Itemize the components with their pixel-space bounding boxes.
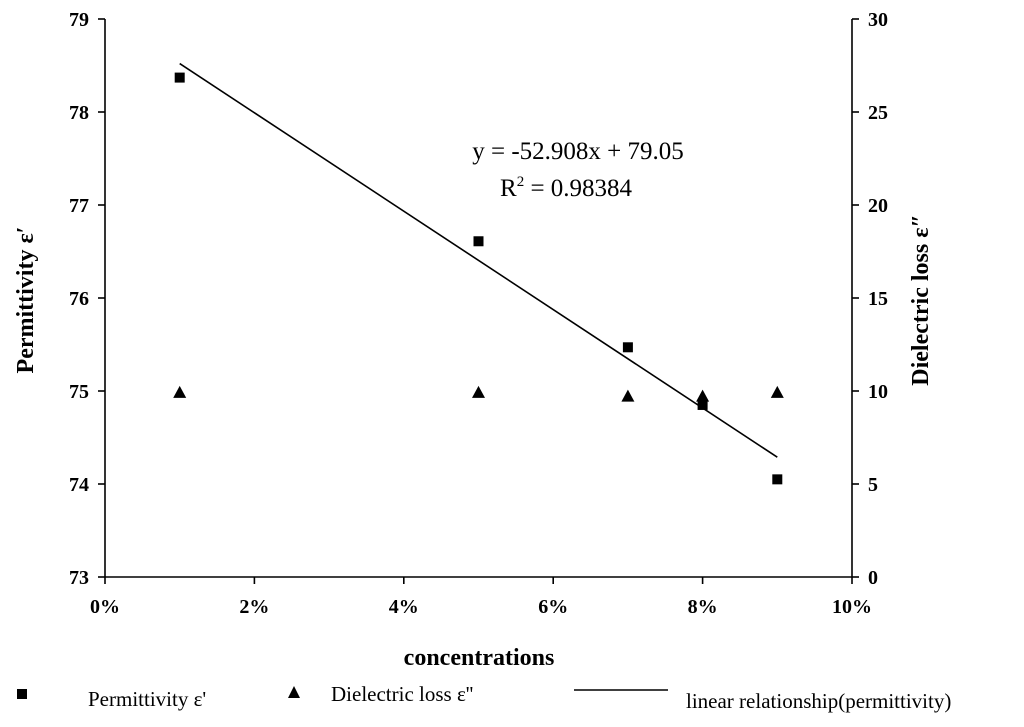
left-y-ticks: 73 74 75 76 77 78 79	[69, 9, 105, 589]
legend-dielectric-label: Dielectric loss ε''	[331, 682, 473, 706]
left-y-tick-label: 78	[69, 102, 89, 124]
dielectric-loss-point	[173, 385, 187, 398]
left-y-axis-title: Permittivity ε′	[13, 227, 39, 374]
right-y-tick-label: 10	[868, 381, 888, 403]
x-tick-label: 2%	[239, 596, 269, 618]
left-y-tick-label: 74	[69, 474, 89, 496]
legend-permittivity-label: Permittivity ε'	[88, 687, 206, 711]
dielectric-loss-point	[472, 385, 485, 398]
right-y-tick-label: 20	[868, 195, 888, 217]
permittivity-point	[697, 399, 708, 410]
x-tick-label: 6%	[538, 596, 568, 618]
fit-equation: y = -52.908x + 79.05	[472, 138, 684, 165]
legend-triangle-marker	[288, 686, 300, 698]
dielectric-loss-point	[696, 389, 710, 402]
x-ticks: 0% 2% 4% 6% 8% 10%	[90, 577, 872, 618]
right-y-axis-title: Dielectric loss ε″	[908, 214, 934, 385]
right-y-ticks: 0 5 10 15 20 25 30	[852, 9, 888, 589]
dielectric-loss-point	[770, 385, 784, 398]
x-axis-title: concentrations	[404, 645, 555, 671]
left-y-tick-label: 79	[69, 9, 89, 31]
permittivity-point	[772, 474, 783, 485]
fit-line-group	[179, 62, 778, 458]
r2-value: = 0.98384	[524, 175, 632, 202]
permittivity-point	[473, 236, 484, 247]
permittivity-point	[622, 342, 633, 353]
left-y-tick-label: 76	[69, 288, 89, 310]
fit-r-squared: R2 = 0.98384	[500, 174, 633, 202]
right-y-tick-label: 0	[868, 567, 878, 589]
right-y-tick-label: 15	[868, 288, 888, 310]
x-tick-label: 8%	[688, 596, 718, 618]
r2-superscript: 2	[517, 174, 525, 190]
x-tick-label: 4%	[389, 596, 419, 618]
permittivity-point	[174, 72, 185, 83]
legend-fit-label: linear relationship(permittivity)	[686, 689, 951, 713]
right-y-tick-label: 30	[868, 9, 888, 31]
left-y-tick-label: 75	[69, 381, 89, 403]
left-y-tick-label: 77	[69, 195, 89, 217]
left-y-tick-label: 73	[69, 567, 89, 589]
right-y-tick-label: 5	[868, 474, 878, 496]
data-points	[173, 72, 784, 485]
axes	[104, 19, 853, 578]
x-tick-label: 0%	[90, 596, 120, 618]
dielectric-loss-point	[621, 389, 635, 402]
x-tick-label: 10%	[832, 596, 872, 618]
r2-label: R	[500, 175, 517, 202]
legend-square-marker	[17, 689, 27, 699]
right-y-tick-label: 25	[868, 102, 888, 124]
legend: Permittivity ε' Dielectric loss ε'' line…	[17, 682, 951, 713]
fit-line	[179, 62, 778, 458]
